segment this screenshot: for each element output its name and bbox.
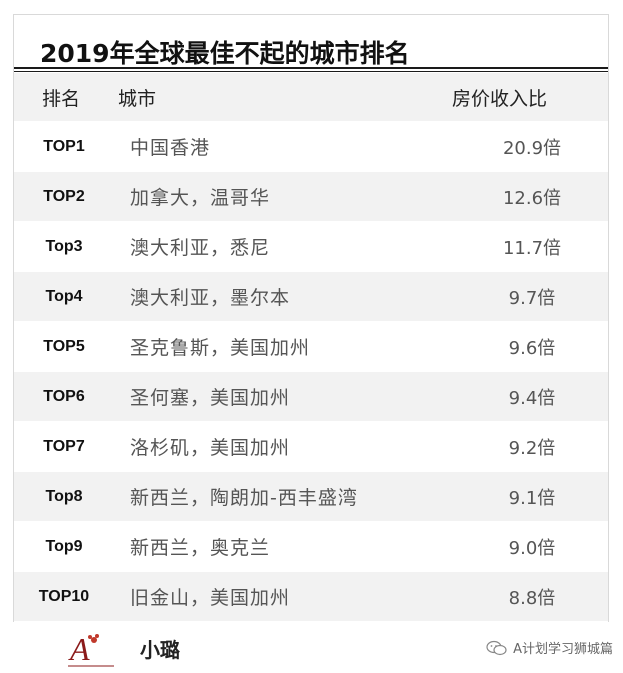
row-rank: TOP1 xyxy=(43,137,85,155)
row-ratio: 12.6倍 xyxy=(502,187,562,209)
row-city: 澳大利亚，悉尼 xyxy=(130,237,271,259)
row-city: 中国香港 xyxy=(130,137,211,159)
table-row: TOP2 加拿大，温哥华 12.6倍 xyxy=(14,172,608,222)
row-city: 加拿大，温哥华 xyxy=(130,187,271,209)
row-rank: TOP10 xyxy=(38,587,90,605)
table-row: Top3 澳大利亚，悉尼 11.7倍 xyxy=(14,222,608,272)
svg-text:A: A xyxy=(68,631,90,667)
row-ratio: 20.9倍 xyxy=(502,137,562,159)
row-rank: TOP7 xyxy=(43,437,85,455)
header-ratio: 房价收入比 xyxy=(452,87,548,110)
table-row: Top9 新西兰，奥克兰 9.0倍 xyxy=(14,522,608,572)
brand-logo-icon: A xyxy=(68,631,114,667)
row-ratio: 9.2倍 xyxy=(508,437,556,459)
row-city: 旧金山，美国加州 xyxy=(130,587,291,609)
footer: A 小璐 A计划学习狮城篇 xyxy=(0,622,623,673)
table-row: TOP7 洛杉矶，美国加州 9.2倍 xyxy=(14,422,608,472)
row-ratio: 9.1倍 xyxy=(508,487,556,509)
header-rank: 排名 xyxy=(42,87,81,110)
row-city: 圣克鲁斯，美国加州 xyxy=(130,337,311,359)
row-ratio: 11.7倍 xyxy=(502,237,562,259)
row-city: 澳大利亚，墨尔本 xyxy=(130,287,291,309)
row-ratio: 9.6倍 xyxy=(508,337,556,359)
row-rank: TOP6 xyxy=(43,387,85,405)
row-city: 圣何塞，美国加州 xyxy=(130,387,291,409)
table-row: TOP1 中国香港 20.9倍 xyxy=(14,122,608,172)
table-row: Top4 澳大利亚，墨尔本 9.7倍 xyxy=(14,272,608,322)
row-ratio: 8.8倍 xyxy=(508,587,556,609)
watermark: A计划学习狮城篇 xyxy=(486,638,613,657)
row-rank: Top3 xyxy=(45,237,83,255)
row-rank: Top4 xyxy=(45,287,83,305)
row-city: 洛杉矶，美国加州 xyxy=(130,437,291,459)
header-city: 城市 xyxy=(118,87,157,110)
row-ratio: 9.7倍 xyxy=(508,287,556,309)
table-row: TOP10 旧金山，美国加州 8.8倍 xyxy=(14,572,608,622)
row-rank: TOP2 xyxy=(43,187,85,205)
watermark-text: A计划学习狮城篇 xyxy=(513,642,613,657)
row-rank: Top8 xyxy=(45,487,83,505)
title-divider-thin xyxy=(14,71,608,72)
row-ratio: 9.0倍 xyxy=(508,537,556,559)
logo-label: 小璐 xyxy=(140,638,180,662)
wechat-icon xyxy=(486,640,507,655)
table-header: 排名 城市 房价收入比 xyxy=(14,73,608,122)
title-divider xyxy=(14,67,608,69)
ranking-table: 排名 城市 房价收入比 TOP1 中国香港 20.9倍 TOP2 加拿大，温哥华… xyxy=(14,73,608,622)
row-rank: TOP5 xyxy=(43,337,85,355)
table-row: Top8 新西兰，陶朗加-西丰盛湾 9.1倍 xyxy=(14,472,608,522)
page-title: 2019年全球最佳不起的城市排名 xyxy=(40,39,410,68)
row-city: 新西兰，陶朗加-西丰盛湾 xyxy=(130,487,358,509)
table-row: TOP5 圣克鲁斯，美国加州 9.6倍 xyxy=(14,322,608,372)
table-row: TOP6 圣何塞，美国加州 9.4倍 xyxy=(14,372,608,422)
row-city: 新西兰，奥克兰 xyxy=(130,537,271,559)
row-ratio: 9.4倍 xyxy=(508,387,556,409)
row-rank: Top9 xyxy=(45,537,83,555)
